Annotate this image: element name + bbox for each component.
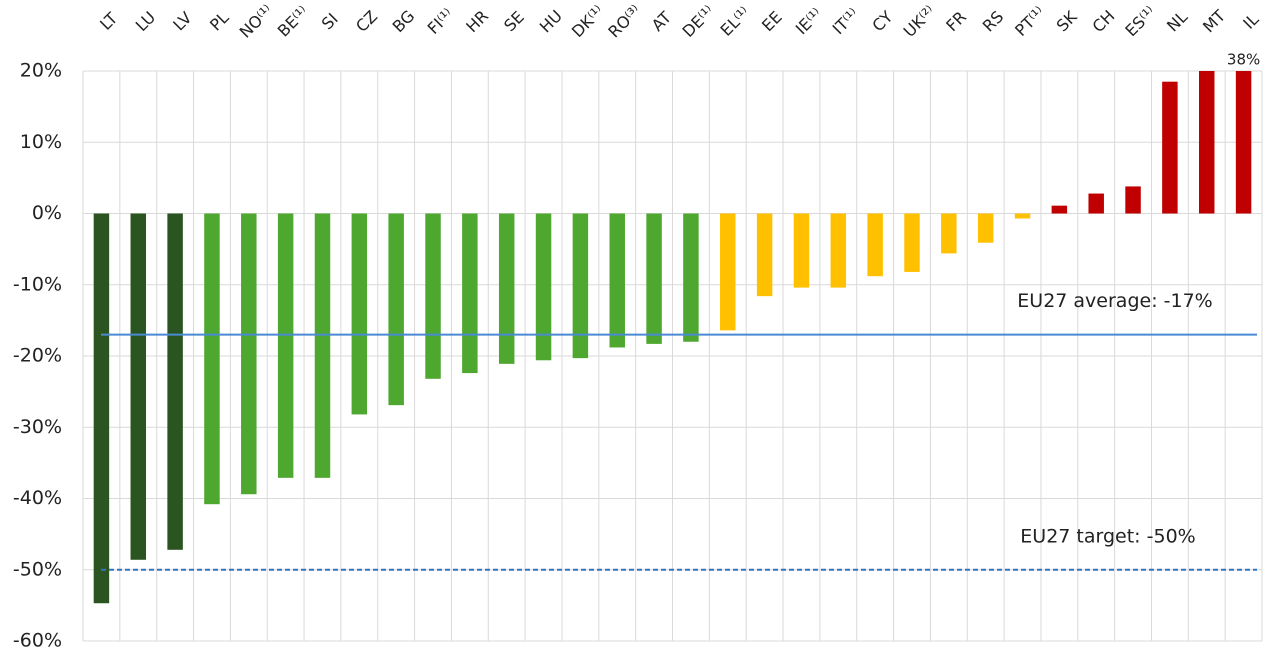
x-tick-label: EE — [758, 7, 786, 35]
y-tick-label: -60% — [13, 630, 62, 652]
x-tick-label: LU — [132, 8, 159, 35]
bar — [1125, 186, 1141, 214]
x-tick-label: ES⁽¹⁾ — [1121, 2, 1159, 40]
bar — [93, 213, 110, 604]
bar — [130, 213, 147, 560]
bar — [683, 213, 699, 342]
value-label: 38% — [1227, 51, 1260, 69]
x-tick-label: LV — [169, 8, 195, 34]
x-tick-label: CZ — [352, 7, 381, 36]
bars — [93, 71, 1252, 604]
x-tick-label: EL⁽¹⁾ — [717, 3, 754, 40]
x-tick-label: DK⁽¹⁾ — [568, 1, 608, 41]
bar — [388, 213, 404, 406]
bar — [425, 213, 441, 379]
y-tick-label: 20% — [20, 60, 62, 82]
y-tick-label: -40% — [13, 487, 62, 509]
bar — [314, 213, 331, 478]
bar — [1198, 71, 1215, 214]
bar — [941, 213, 957, 254]
bar — [351, 213, 368, 415]
reference-label: EU27 average: -17% — [1017, 290, 1212, 312]
bar — [241, 213, 257, 495]
reference-label: EU27 target: -50% — [1020, 525, 1195, 547]
bar — [977, 213, 994, 243]
x-tick-label: BG — [389, 6, 419, 36]
bar — [535, 213, 552, 361]
x-tick-label: MT — [1199, 6, 1229, 36]
bar — [1235, 71, 1252, 214]
x-tick-label: LT — [96, 9, 121, 34]
x-tick-label: RS — [979, 7, 1007, 35]
bar — [277, 213, 294, 478]
bar — [572, 213, 589, 359]
bar — [646, 213, 662, 344]
bar — [462, 213, 478, 374]
x-tick-label: DE⁽¹⁾ — [679, 2, 718, 41]
bar — [1162, 81, 1178, 214]
y-tick-label: 10% — [20, 131, 62, 153]
x-tick-label: NL — [1163, 7, 1191, 35]
x-tick-label: HR — [462, 6, 492, 36]
x-tick-label: FR — [942, 7, 970, 35]
bar — [167, 213, 183, 550]
x-tick-label: NO⁽¹⁾ — [236, 1, 277, 42]
x-tick-label: BE⁽¹⁾ — [274, 2, 312, 40]
x-tick-label: IL — [1239, 10, 1262, 33]
x-tick-label: PL — [206, 8, 233, 35]
bar — [830, 213, 847, 288]
x-tick-label: SE — [500, 7, 528, 35]
bar — [793, 213, 810, 288]
x-tick-label: IE⁽¹⁾ — [792, 4, 826, 38]
x-tick-label: SI — [318, 9, 342, 33]
bar — [204, 213, 220, 505]
x-tick-label: PT⁽¹⁾ — [1011, 3, 1048, 40]
x-tick-label: CY — [868, 7, 896, 35]
bar — [867, 213, 883, 277]
bar — [720, 213, 736, 331]
x-tick-label: IT⁽¹⁾ — [829, 4, 863, 38]
y-tick-label: 0% — [32, 202, 62, 224]
x-tick-label: UK⁽²⁾ — [900, 2, 939, 41]
x-tick-label: RO⁽³⁾ — [604, 1, 644, 41]
y-tick-label: -20% — [13, 345, 62, 367]
bar — [904, 213, 920, 272]
bar — [1051, 205, 1068, 214]
y-tick-label: -50% — [13, 558, 62, 580]
bar — [609, 213, 625, 348]
y-tick-label: -10% — [13, 273, 62, 295]
bar — [1088, 193, 1104, 214]
x-tick-label: FI⁽¹⁾ — [424, 5, 457, 38]
x-tick-label: SK — [1053, 7, 1081, 35]
x-tick-label: CH — [1089, 6, 1119, 36]
x-tick-label: AT — [648, 8, 675, 35]
bar — [1014, 213, 1031, 219]
y-tick-label: -30% — [13, 416, 62, 438]
bar — [498, 213, 515, 364]
bar — [756, 213, 773, 297]
x-tick-label: HU — [536, 6, 566, 36]
